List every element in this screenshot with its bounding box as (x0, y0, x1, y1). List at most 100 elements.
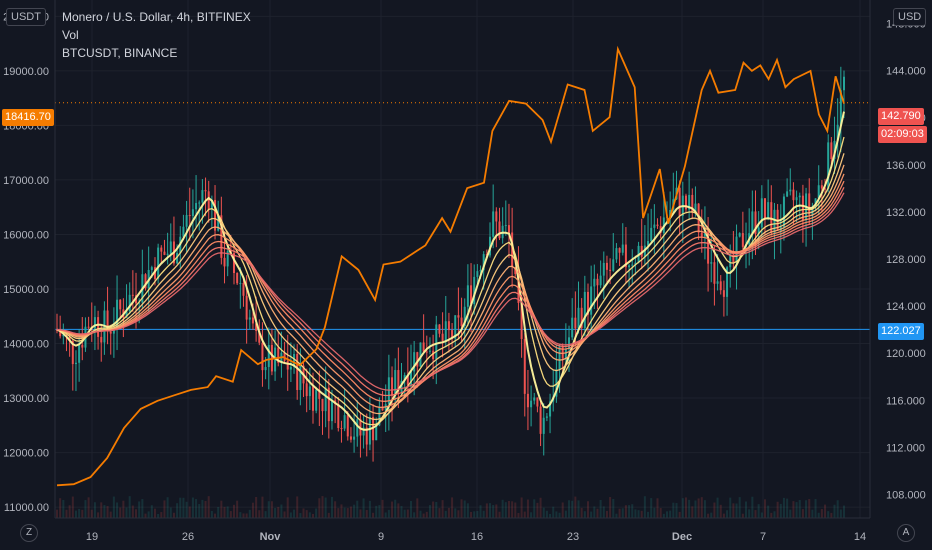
volume-bar (536, 502, 539, 518)
volume-bar (207, 496, 210, 518)
candle-body (109, 331, 112, 334)
volume-bar (580, 507, 583, 518)
candle-body (74, 362, 77, 365)
volume-indicator-label[interactable]: Vol (62, 28, 79, 42)
candle-body (106, 310, 109, 332)
candle-body (801, 195, 804, 221)
volume-bar (713, 502, 716, 518)
volume-bar (318, 498, 321, 518)
volume-bar (62, 499, 65, 518)
x-axis-tick-label: Nov (260, 531, 282, 543)
left-axis-unit-button[interactable]: USDT (6, 8, 46, 26)
candle-body (590, 286, 593, 315)
volume-bar (748, 509, 751, 518)
volume-bar (460, 499, 463, 518)
candle-body (100, 336, 103, 343)
candle-body (277, 347, 280, 363)
volume-bar (451, 497, 454, 518)
candle-body (811, 206, 814, 215)
zoom-toggle-button[interactable]: Z (20, 524, 38, 542)
x-axis-tick-label: 23 (567, 531, 579, 543)
volume-bar (384, 512, 387, 518)
volume-bar (226, 506, 229, 518)
candle-body (827, 142, 830, 190)
candle-body (315, 389, 318, 411)
volume-bar (289, 512, 292, 518)
ribbon-ema-line (56, 111, 845, 431)
candle-body (188, 215, 191, 217)
volume-bar (678, 511, 681, 518)
candle-body (735, 236, 738, 263)
candle-body (479, 270, 482, 272)
volume-bar (726, 510, 729, 518)
x-axis-tick-label: Dec (672, 531, 692, 543)
volume-bar (106, 506, 109, 518)
volume-bar (248, 509, 251, 518)
x-axis-tick-label: 26 (182, 531, 194, 543)
volume-bar (349, 506, 352, 518)
volume-bar (270, 501, 273, 518)
volume-bar (324, 497, 327, 518)
volume-bar (195, 499, 198, 518)
volume-bar (757, 504, 760, 518)
candle-body (751, 211, 754, 234)
volume-bar (160, 512, 163, 518)
volume-bar (128, 496, 131, 518)
candle-body (691, 194, 694, 213)
volume-bar (738, 497, 741, 518)
candle-body (523, 339, 526, 394)
left-axis-tick-label: 16000.00 (3, 229, 49, 241)
candle-body (760, 198, 763, 228)
candle-body (618, 248, 621, 253)
candle-body (444, 321, 447, 341)
volume-bar (157, 513, 160, 518)
candle-body (419, 342, 422, 367)
candle-body (394, 370, 397, 396)
candle-body (615, 248, 618, 260)
volume-bar (413, 512, 416, 518)
candle-body (267, 344, 270, 368)
candle-body (451, 330, 454, 339)
volume-bar (520, 497, 523, 518)
candle-body (312, 386, 315, 411)
x-axis-tick-label: 16 (471, 531, 483, 543)
candle-body (814, 198, 817, 207)
candle-body (210, 199, 213, 210)
candle-body (583, 291, 586, 328)
bar-countdown-tag: 02:09:03 (878, 126, 927, 143)
candle-body (824, 188, 827, 190)
candle-body (78, 344, 81, 363)
volume-bar (457, 510, 460, 518)
left-axis-tick-label: 17000.00 (3, 175, 49, 187)
volume-bar (555, 511, 558, 518)
symbol-title[interactable]: Monero / U.S. Dollar, 4h, BITFINEX (62, 10, 251, 24)
volume-bar (277, 506, 280, 518)
auto-scale-button[interactable]: A (897, 524, 915, 542)
volume-bar (523, 511, 526, 518)
volume-bar (454, 508, 457, 518)
volume-bar (362, 498, 365, 518)
right-axis-tick-label: 136.000 (886, 160, 926, 172)
left-axis-tick-label: 11000.00 (4, 502, 49, 514)
ribbon-ema-line (56, 192, 845, 391)
volume-bar (201, 499, 204, 518)
volume-bar (666, 511, 669, 518)
volume-bar (511, 501, 514, 518)
candle-body (770, 202, 773, 233)
volume-bar (267, 501, 270, 518)
volume-bar (593, 506, 596, 518)
right-axis-unit-button[interactable]: USD (893, 8, 927, 26)
candle-body (773, 209, 776, 233)
overlay-symbol-label[interactable]: BTCUSDT, BINANCE (62, 46, 178, 60)
candle-body (710, 262, 713, 264)
volume-bar (482, 510, 485, 518)
candle-body (236, 273, 239, 284)
volume-bar (672, 502, 675, 518)
volume-bar (365, 509, 368, 518)
candle-body (299, 365, 302, 391)
candle-body (571, 317, 574, 338)
volume-bar (261, 496, 264, 518)
candle-body (476, 271, 479, 277)
candle-body (688, 194, 691, 210)
